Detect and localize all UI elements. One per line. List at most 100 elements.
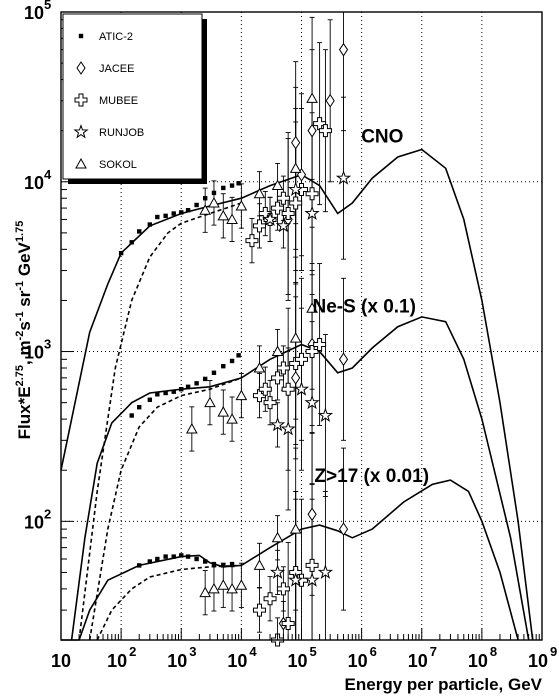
point-sokol — [199, 586, 212, 598]
x-tick-exponent: 8 — [490, 644, 497, 659]
y-axis-title-text: , m — [15, 340, 34, 365]
point-jacee — [338, 42, 349, 57]
point-mubee — [263, 396, 277, 410]
y-tick-exponent: 5 — [44, 0, 51, 12]
x-tick-label: 10 9 — [528, 644, 557, 671]
x-tick-label: 10 5 — [287, 644, 316, 671]
point-sokol — [306, 92, 318, 103]
x-tick-exponent: 3 — [189, 644, 196, 659]
point-runjob — [288, 572, 304, 587]
error-bars — [189, 11, 347, 641]
point-mubee — [276, 361, 290, 375]
y-tick-label: 10 5 — [24, 0, 51, 23]
point-sokol — [235, 199, 248, 211]
point-atic2 — [137, 229, 142, 234]
point-atic2 — [163, 213, 168, 219]
point-runjob — [317, 564, 334, 579]
y-tick-base: 10 — [24, 512, 44, 532]
legend-marker-atic2 — [78, 33, 84, 39]
y-tick-label: 10 3 — [24, 337, 51, 363]
legend-label-atic2: ATIC-2 — [99, 31, 133, 43]
point-jacee — [291, 135, 301, 150]
point-sokol — [235, 389, 248, 401]
point-mubee — [305, 558, 319, 572]
y-axis-title-text: s — [15, 321, 34, 330]
point-sokol — [306, 302, 318, 313]
y-axis-title-superscript: 1.75 — [14, 221, 26, 242]
x-tick-base: 10 — [51, 651, 71, 671]
point-runjob — [304, 205, 320, 221]
x-tick-base: 10 — [287, 651, 307, 671]
point-sokol — [271, 179, 284, 191]
point-atic2 — [179, 553, 184, 558]
point-sokol — [253, 187, 266, 199]
point-sokol — [208, 196, 220, 208]
point-atic2 — [129, 413, 134, 418]
point-sokol — [289, 332, 302, 343]
point-atic2 — [194, 202, 199, 208]
point-runjob — [317, 407, 334, 423]
point-atic2 — [211, 561, 217, 567]
y-tick-exponent: 3 — [44, 337, 51, 352]
point-atic2 — [211, 370, 217, 375]
point-atic2 — [185, 554, 191, 559]
point-atic2 — [147, 397, 153, 402]
y-tick-label: 10 4 — [24, 167, 52, 193]
point-runjob — [269, 564, 286, 579]
data-points — [118, 42, 352, 647]
x-tick-base: 10 — [107, 651, 127, 671]
point-sokol — [271, 345, 284, 357]
point-sokol — [226, 413, 238, 424]
point-mubee — [271, 201, 285, 215]
point-mubee — [318, 124, 332, 138]
legend-label-mubee: MUBEE — [99, 95, 138, 107]
point-mubee — [281, 207, 295, 221]
y-axis-title-text: Flux*E — [15, 386, 34, 439]
point-atic2 — [179, 387, 184, 392]
point-mubee — [263, 592, 277, 606]
point-atic2 — [137, 405, 142, 410]
point-atic2 — [194, 381, 199, 386]
legend-marker-runjob — [73, 123, 89, 139]
legend-label-sokol: SOKOL — [99, 159, 137, 171]
x-tick-base: 10 — [528, 651, 548, 671]
x-tick-label: 10 4 — [227, 644, 257, 671]
point-atic2 — [236, 353, 241, 358]
point-runjob — [269, 416, 286, 432]
model-curve-nes-dashed — [88, 377, 242, 641]
point-atic2 — [171, 389, 176, 394]
x-tick-exponent: 4 — [249, 644, 257, 659]
point-atic2 — [221, 563, 226, 568]
point-mubee — [276, 191, 290, 205]
point-atic2 — [129, 240, 134, 245]
y-axis-title-superscript: -1 — [14, 311, 26, 321]
point-atic2 — [202, 559, 208, 564]
point-sokol — [185, 422, 198, 434]
point-atic2 — [229, 183, 235, 188]
point-atic2 — [163, 554, 168, 559]
point-sokol — [235, 579, 248, 590]
legend-label-runjob: RUNJOB — [99, 127, 144, 139]
point-sokol — [217, 406, 230, 417]
point-atic2 — [229, 561, 235, 567]
x-tick-label: 10 2 — [107, 644, 136, 671]
y-axis-title: Flux*E2.75, m-2s-1 sr-1 GeV1.75 — [14, 221, 34, 440]
point-sokol — [253, 361, 266, 373]
point-atic2 — [185, 384, 191, 390]
point-atic2 — [137, 563, 142, 568]
group-label-z17: Z>17 (x 0.01) — [314, 466, 429, 487]
x-tick-label: 10 — [51, 651, 71, 671]
point-runjob — [275, 217, 292, 233]
y-axis-title-superscript: -1 — [14, 281, 26, 291]
y-axis-title-superscript: -2 — [14, 331, 26, 341]
x-tick-label: 10 3 — [167, 644, 196, 671]
point-atic2 — [202, 376, 208, 382]
group-labels: CNO Ne-S (x 0.1) Z>17 (x 0.01) — [312, 127, 429, 488]
legend-marker-jacee — [76, 61, 86, 75]
point-atic2 — [179, 210, 184, 215]
y-tick-base: 10 — [24, 173, 44, 193]
point-jacee — [307, 123, 317, 138]
point-atic2 — [221, 185, 226, 191]
x-tick-base: 10 — [227, 651, 247, 671]
point-jacee — [338, 352, 349, 367]
